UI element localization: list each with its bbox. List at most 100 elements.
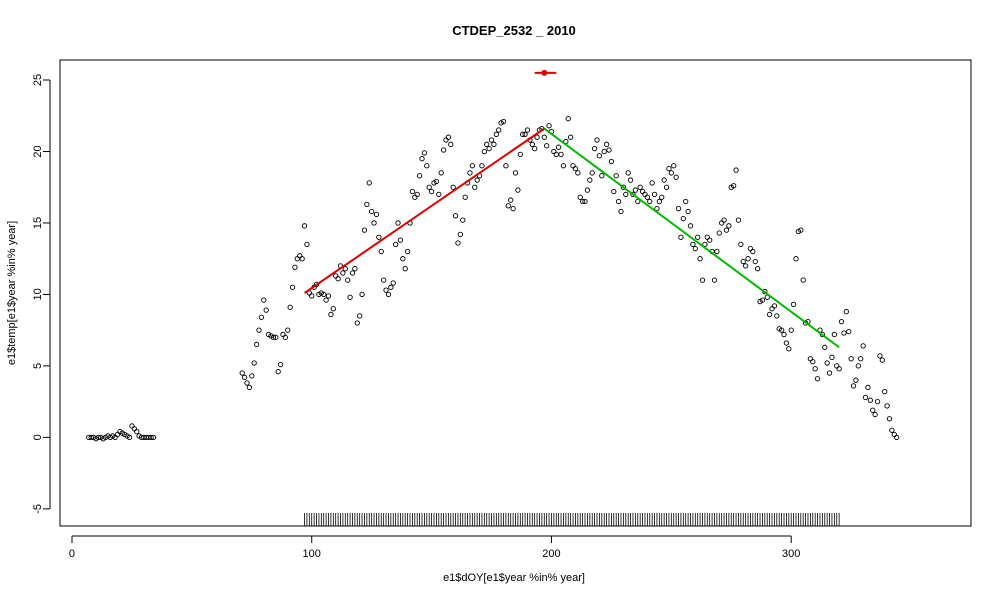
data-point (599, 173, 605, 179)
data-point (577, 194, 583, 200)
data-point (496, 127, 502, 133)
data-point (848, 356, 854, 362)
data-point (508, 197, 514, 203)
data-point (433, 178, 440, 185)
data-point (366, 180, 372, 186)
data-point (484, 141, 490, 147)
x-tick-label: 300 (782, 548, 800, 560)
data-point (462, 194, 468, 200)
data-point (385, 291, 392, 298)
data-point (270, 334, 277, 340)
data-point (520, 131, 526, 137)
data-point (582, 198, 588, 205)
data-point (546, 123, 552, 129)
data-point (263, 307, 269, 313)
data-point (287, 304, 293, 310)
data-point (567, 134, 574, 140)
data-point (309, 293, 315, 299)
data-point (783, 340, 790, 346)
data-point (88, 434, 94, 441)
data-point (532, 145, 538, 152)
data-point (716, 230, 722, 236)
data-point (627, 177, 634, 183)
data-point (304, 241, 310, 248)
data-point (131, 426, 137, 432)
fit-lines (303, 69, 840, 349)
data-point (253, 341, 260, 348)
data-point (740, 258, 746, 265)
data-point (404, 248, 411, 255)
data-point (481, 148, 487, 155)
data-point (282, 334, 289, 340)
data-point (589, 170, 595, 176)
data-point (810, 358, 816, 365)
data-point (522, 131, 528, 137)
x-axis-label: e1$dOY[e1$year %in% year] (443, 572, 585, 584)
data-point (774, 313, 780, 319)
data-point (352, 266, 358, 272)
data-point (625, 170, 631, 176)
data-point (412, 194, 418, 200)
data-point (846, 328, 852, 335)
data-point (618, 208, 624, 215)
data-point (472, 184, 478, 190)
data-point (335, 276, 341, 282)
data-point (733, 167, 739, 173)
data-point (673, 174, 679, 180)
y-tick-label: 25 (32, 74, 44, 86)
data-point (450, 184, 456, 190)
data-point (150, 434, 157, 441)
data-point (448, 141, 454, 147)
data-point (460, 217, 466, 223)
data-point (632, 187, 639, 193)
data-point (836, 366, 842, 372)
data-point (685, 208, 691, 215)
data-point (541, 134, 547, 140)
data-point (400, 256, 406, 262)
data-point (695, 234, 701, 240)
data-point (361, 227, 368, 233)
y-axis-label: e1$temp[e1$year %in% year] (6, 221, 18, 365)
data-point (659, 194, 665, 200)
data-point (731, 183, 737, 189)
data-point (467, 170, 473, 176)
data-point (419, 155, 425, 162)
data-point (594, 137, 600, 143)
data-point (256, 327, 262, 333)
data-point (750, 248, 756, 255)
data-point (529, 141, 535, 147)
data-point (692, 246, 698, 252)
data-point (244, 380, 250, 386)
data-point (793, 256, 799, 262)
data-point (560, 163, 567, 169)
data-point (328, 311, 334, 318)
data-point (486, 145, 492, 152)
data-point (294, 256, 300, 262)
data-point (656, 198, 662, 205)
data-point (505, 203, 511, 209)
data-point (443, 137, 449, 143)
data-point (457, 231, 464, 238)
rise-line (303, 127, 545, 294)
data-point (148, 434, 154, 441)
data-point (608, 158, 615, 165)
data-point (299, 256, 305, 262)
data-point (603, 141, 610, 147)
data-point (503, 163, 509, 169)
y-tick-label: 5 (32, 363, 44, 369)
data-point (553, 151, 559, 157)
data-point (666, 165, 672, 172)
data-point (383, 287, 389, 293)
data-point (611, 188, 617, 195)
data-point (534, 134, 540, 140)
data-point (239, 370, 245, 376)
data-point (678, 234, 684, 240)
data-point (340, 270, 346, 276)
data-point (786, 346, 792, 352)
data-point (778, 327, 785, 333)
data-point (853, 377, 859, 383)
data-point (884, 403, 890, 409)
data-point (369, 208, 375, 215)
data-point (402, 266, 408, 272)
